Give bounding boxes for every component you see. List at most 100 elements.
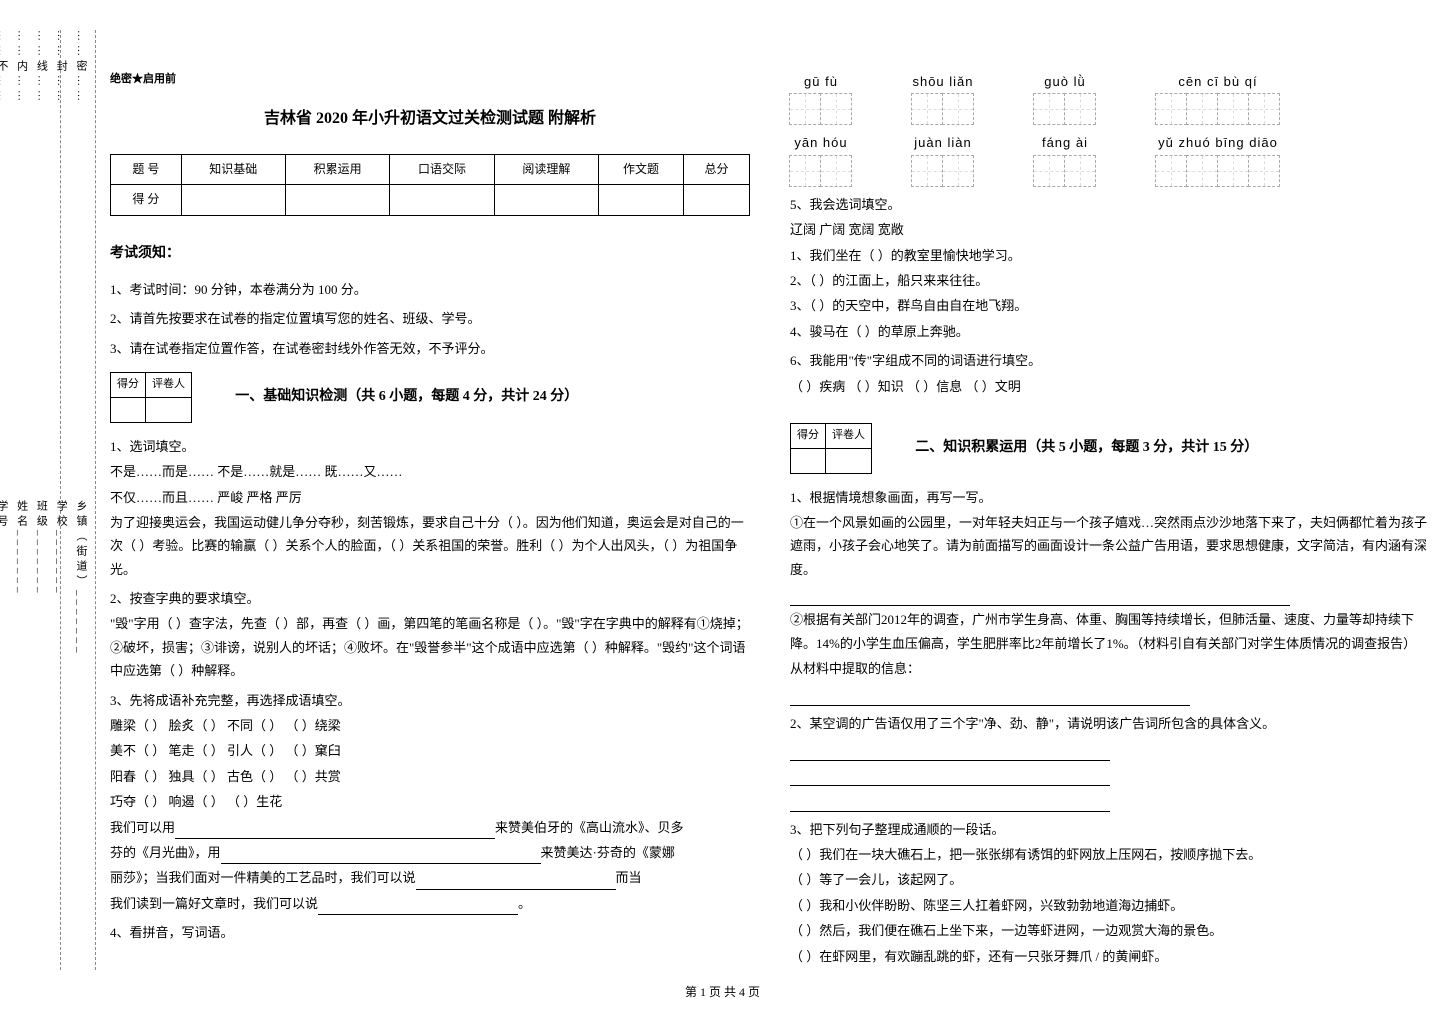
seal-label: ……密……	[70, 30, 90, 500]
s2-question-3: 3、把下列句子整理成通顺的一段话。 （ ）我们在一块大礁石上，把一张张绑有诱饵的…	[790, 818, 1430, 968]
score-header: 知识基础	[181, 154, 285, 185]
pinyin-row: gū fùshōu liǎnguò lǜcēn cī bù qí	[790, 70, 1430, 125]
fill-item: 4、骏马在（ ）的草原上奔驰。	[790, 320, 1430, 343]
answer-line	[790, 763, 1430, 786]
write-box	[1155, 93, 1187, 125]
order-item: （ ）等了一会儿，该起网了。	[790, 868, 1430, 891]
mini-score-label: 评卷人	[146, 373, 192, 398]
score-cell	[599, 185, 684, 216]
pinyin-group: yān hóu	[790, 131, 852, 186]
question-2: 2、按查字典的要求填空。 "毁"字用（ ）查字法，先查（ ）部，再查（ ）画，第…	[110, 587, 750, 683]
idiom-line: 美不（ ） 笔走（ ） 引人（ ） （ ）窠臼	[110, 739, 750, 762]
question-paragraph: ②根据有关部门2012年的调查，广州市学生身高、体重、胸围等持续增长，但肺活量、…	[790, 608, 1430, 655]
question-1: 1、选词填空。 不是……而是…… 不是……就是…… 既……又…… 不仅……而且……	[110, 435, 750, 581]
write-box	[911, 155, 943, 187]
answer-line	[790, 788, 1430, 811]
write-boxes	[790, 93, 852, 125]
write-boxes	[790, 155, 852, 187]
question-number: 3、先将成语补充完整，再选择成语填空。	[110, 689, 750, 712]
question-4: 4、看拼音，写词语。	[110, 921, 750, 944]
pinyin-group: juàn liàn	[912, 131, 974, 186]
write-box	[911, 93, 943, 125]
score-cell	[684, 185, 750, 216]
question-number: 4、看拼音，写词语。	[110, 921, 750, 944]
pinyin-group: yǔ zhuó bīng diāo	[1156, 131, 1280, 186]
mini-score-label: 得分	[111, 373, 146, 398]
question-number: 2、某空调的广告语仅用了三个字"净、劲、静"，请说明该广告词所包含的具体含义。	[790, 712, 1430, 735]
s2-question-1: 1、根据情境想象画面，再写一写。 ①在一个风景如画的公园里，一对年轻夫妇正与一个…	[790, 486, 1430, 707]
section1-header-row: 得分评卷人 一、基础知识检测（共 6 小题，每题 4 分，共计 24 分）	[110, 372, 750, 423]
write-box	[1217, 155, 1249, 187]
write-box	[1186, 93, 1218, 125]
rules-header: 考试须知：	[110, 241, 750, 266]
write-boxes	[1034, 93, 1096, 125]
score-cell	[494, 185, 598, 216]
write-box	[1155, 155, 1187, 187]
order-item: （ ）我们在一块大礁石上，把一张张绑有诱饵的虾网放上压网石，按顺序抛下去。	[790, 843, 1430, 866]
pinyin-text: gū fù	[804, 70, 838, 93]
pinyin-text: cēn cī bù qí	[1178, 70, 1257, 93]
section2-title: 二、知识积累运用（共 5 小题，每题 3 分，共计 15 分）	[915, 440, 1258, 455]
question-5: 5、我会选词填空。 辽阔 广阔 宽阔 宽敞 1、我们坐在（ ）的教室里愉快地学习…	[790, 193, 1430, 343]
pinyin-write-area: gū fùshōu liǎnguò lǜcēn cī bù qíyān hóuj…	[790, 70, 1430, 187]
order-item: （ ）我和小伙伴盼盼、陈坚三人扛着虾网，兴致勃勃地道海边捕虾。	[790, 894, 1430, 917]
seal-label: ……线……	[31, 30, 51, 500]
write-box	[1064, 93, 1096, 125]
exam-sidebar: ……密…… ……封…… ……线…… ……内…… ……不…… ……准…… ……答……	[20, 30, 90, 970]
fill-sentence: 我们可以用来赞美伯牙的《高山流水》、贝多	[110, 816, 750, 839]
question-number: 5、我会选词填空。	[790, 193, 1430, 216]
page-content: 绝密★启用前 吉林省 2020 年小升初语文过关检测试题 附解析 题 号 知识基…	[110, 70, 1430, 974]
write-boxes	[1034, 155, 1096, 187]
section1-title: 一、基础知识检测（共 6 小题，每题 4 分，共计 24 分）	[235, 389, 578, 404]
section2-header-row: 得分评卷人 二、知识积累运用（共 5 小题，每题 3 分，共计 15 分）	[790, 423, 1430, 474]
page-footer: 第 1 页 共 4 页	[0, 982, 1445, 1004]
pinyin-text: yǔ zhuó bīng diāo	[1158, 131, 1278, 154]
seal-label: ……不……	[0, 30, 11, 500]
score-row-label: 得 分	[111, 185, 182, 216]
dotted-divider	[60, 30, 61, 970]
question-paragraph: ①在一个风景如画的公园里，一对年轻夫妇正与一个孩子嬉戏…突然雨点沙沙地落下来了，…	[790, 511, 1430, 581]
score-header: 作文题	[599, 154, 684, 185]
mini-score-box: 得分评卷人	[790, 423, 872, 474]
answer-line	[790, 683, 1430, 706]
rule-item: 2、请首先按要求在试卷的指定位置填写您的姓名、班级、学号。	[110, 307, 750, 330]
question-text: 不仅……而且…… 严峻 严格 严厉	[110, 486, 750, 509]
pinyin-group: guò lǜ	[1034, 70, 1096, 125]
order-item: （ ）然后，我们便在礁石上坐下来，一边等虾进网，一边观赏大海的景色。	[790, 919, 1430, 942]
fill-sentence: 丽莎》；当我们面对一件精美的工艺品时，我们可以说而当	[110, 866, 750, 889]
write-boxes	[912, 155, 974, 187]
question-number: 3、把下列句子整理成通顺的一段话。	[790, 818, 1430, 841]
write-box	[1033, 155, 1065, 187]
pinyin-group: gū fù	[790, 70, 852, 125]
question-paragraph: 为了迎接奥运会，我国运动健儿争分夺秒，刻苦锻炼，要求自己十分（ ）。因为他们知道…	[110, 511, 750, 581]
write-box	[789, 93, 821, 125]
score-header: 阅读理解	[494, 154, 598, 185]
pinyin-text: juàn liàn	[914, 131, 971, 154]
score-header: 总分	[684, 154, 750, 185]
write-box	[942, 93, 974, 125]
fill-item: 1、我们坐在（ ）的教室里愉快地学习。	[790, 244, 1430, 267]
order-item: （ ）在虾网里，有欢蹦乱跳的虾，还有一只张牙舞爪 / 的黄闸虾。	[790, 945, 1430, 968]
question-text: 不是……而是…… 不是……就是…… 既……又……	[110, 460, 750, 483]
sidebar-student-info: 乡镇（街道）_______ 学校_______ 班级_______ 姓名____…	[20, 500, 90, 970]
write-box	[1248, 93, 1280, 125]
write-box	[1186, 155, 1218, 187]
score-cell	[390, 185, 494, 216]
write-boxes	[1156, 155, 1280, 187]
score-header: 积累运用	[285, 154, 389, 185]
word-options: 辽阔 广阔 宽阔 宽敞	[790, 218, 1430, 241]
answer-line	[790, 583, 1430, 606]
question-number: 6、我能用"传"字组成不同的词语进行填空。	[790, 349, 1430, 372]
fill-item: 3、（ ）的天空中，群鸟自由自在地飞翔。	[790, 294, 1430, 317]
write-box	[1033, 93, 1065, 125]
info-label: 学号_______	[0, 500, 11, 970]
pinyin-text: guò lǜ	[1044, 70, 1085, 93]
exam-rules: 1、考试时间：90 分钟，本卷满分为 100 分。 2、请首先按要求在试卷的指定…	[110, 278, 750, 360]
fill-item: 2、（ ）的江面上，船只来来往往。	[790, 269, 1430, 292]
pinyin-row: yān hóujuàn liànfáng àiyǔ zhuó bīng diāo	[790, 131, 1430, 186]
rule-item: 1、考试时间：90 分钟，本卷满分为 100 分。	[110, 278, 750, 301]
sidebar-seal-line: ……密…… ……封…… ……线…… ……内…… ……不…… ……准…… ……答……	[20, 30, 90, 500]
info-label: 班级_______	[31, 500, 51, 970]
right-column: gū fùshōu liǎnguò lǜcēn cī bù qíyān hóuj…	[790, 70, 1430, 974]
question-6: 6、我能用"传"字组成不同的词语进行填空。 （ ）疾病 （ ）知识 （ ）信息 …	[790, 349, 1430, 398]
